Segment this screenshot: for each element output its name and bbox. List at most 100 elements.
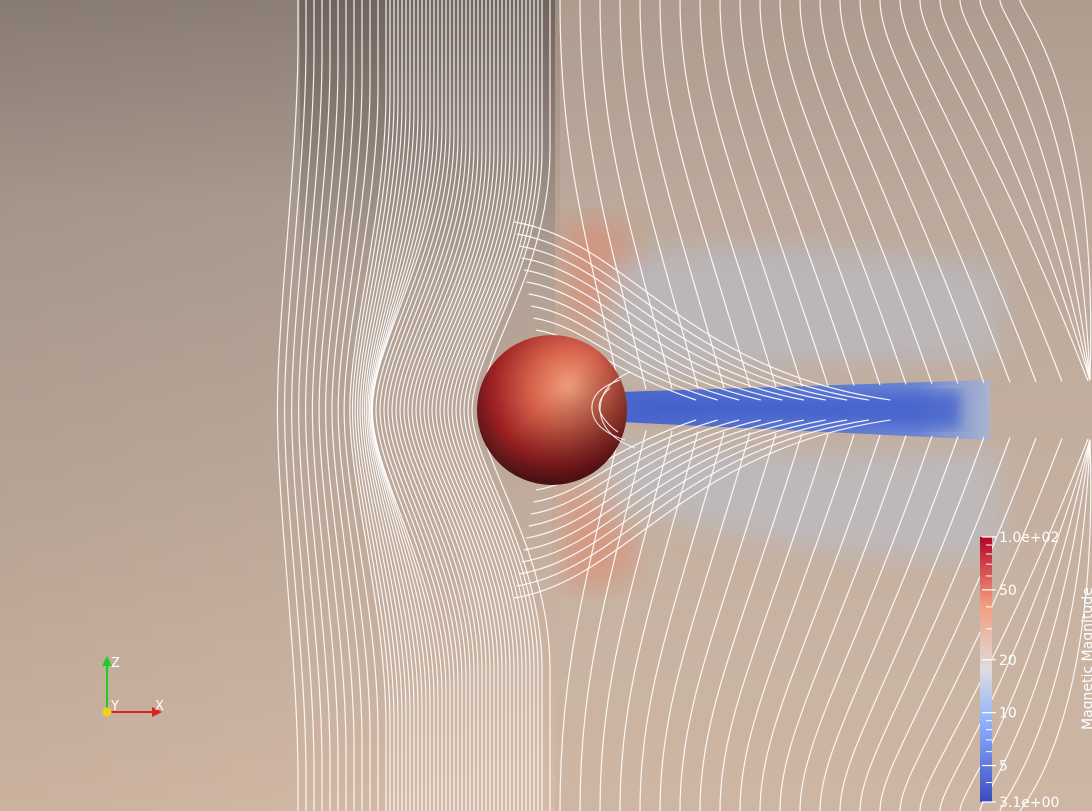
streamline-downstream — [779, 0, 907, 385]
scalar-bar-tick-label: 5 — [999, 759, 1008, 775]
streamline-downstream — [699, 0, 803, 387]
streamline-upstream — [387, 0, 459, 811]
streamline-downstream — [839, 436, 985, 811]
scalar-bar[interactable]: 1.0e+02 50 20 10 5 3.1e+00 Magnetic Magnitude — [980, 530, 1092, 811]
streamline-upstream — [407, 0, 479, 811]
streamline-draped — [528, 419, 761, 527]
streamline-downstream — [719, 433, 829, 811]
streamline-upstream — [451, 0, 523, 811]
streamline-draped — [521, 257, 826, 401]
streamline-upstream — [337, 0, 371, 811]
streamline-downstream — [819, 436, 959, 811]
streamline-downstream — [699, 433, 803, 811]
streamline-upstream — [331, 0, 363, 811]
streamline-downstream — [579, 0, 647, 390]
streamline-draped — [523, 269, 805, 401]
scalar-bar-tick-label: 10 — [999, 706, 1017, 722]
streamline-downstream — [919, 438, 1089, 811]
scalar-bar-tick-label: 50 — [999, 583, 1017, 599]
streamline-downstream — [679, 0, 777, 388]
streamline-downstream — [739, 0, 855, 386]
streamline-downstream — [979, 0, 1091, 380]
streamline-upstream — [383, 0, 455, 811]
streamline-downstream — [919, 0, 1089, 382]
streamline-upstream — [435, 0, 507, 811]
x-axis-arrow — [152, 707, 162, 717]
scalar-bar-tick-label: 3.1e+00 — [999, 795, 1059, 811]
streamline-draped — [531, 305, 740, 401]
streamline-draped — [533, 317, 718, 401]
streamline-downstream — [899, 438, 1063, 811]
scalar-bar-tick-label: 1.0e+02 — [999, 530, 1059, 546]
streamline-upstream — [403, 0, 475, 811]
streamline-draped — [526, 281, 783, 401]
streamline-upstream — [343, 0, 379, 811]
streamline-upstream — [427, 0, 499, 811]
streamline-downstream — [899, 0, 1063, 382]
streamline-upstream — [351, 0, 391, 811]
streamline-upstream — [395, 0, 467, 811]
streamline-upstream — [361, 0, 407, 811]
streamline-upstream — [399, 0, 471, 811]
streamline-upstream — [357, 0, 399, 811]
x-axis-label: X — [155, 699, 164, 714]
streamline-upstream — [367, 0, 419, 811]
streamline-draped — [516, 233, 869, 401]
streamline-upstream — [423, 0, 495, 811]
streamline-downstream — [859, 437, 1011, 811]
scalar-bar-tick-label: 20 — [999, 653, 1017, 669]
streamline-downstream — [939, 0, 1091, 381]
streamline-downstream — [799, 0, 933, 385]
streamline-downstream — [1019, 0, 1092, 379]
sphere-streamline-overlay — [591, 371, 636, 449]
streamline-downstream — [839, 0, 985, 384]
scalar-bar-ticks: 1.0e+02 50 20 10 5 3.1e+00 — [982, 530, 1059, 811]
scalar-bar-gradient — [980, 537, 992, 802]
streamline-upstream — [365, 0, 415, 811]
streamline-downstream — [639, 431, 725, 811]
streamline-upstream — [304, 0, 331, 811]
streamline-downstream — [959, 439, 1091, 811]
streamline-upstream — [419, 0, 491, 811]
streamline-upstream — [431, 0, 503, 811]
streamline-upstream — [379, 0, 451, 811]
y-axis-dot — [102, 707, 112, 717]
streamline-downstream — [1019, 441, 1092, 811]
streamline-upstream — [375, 0, 447, 811]
streamline-upstream — [463, 0, 535, 811]
streamline-draped — [514, 419, 891, 599]
streamline-downstream — [559, 429, 621, 811]
streamline-downstream — [679, 432, 777, 811]
streamline-downstream — [619, 431, 699, 811]
streamline-upstream — [311, 0, 339, 811]
streamline-upstream — [283, 0, 307, 811]
streamline-draped — [531, 419, 740, 515]
streamline-downstream — [999, 0, 1091, 380]
streamline-draped — [519, 245, 848, 401]
streamline-downstream — [759, 434, 881, 811]
streamline-downstream — [719, 0, 829, 387]
streamline-draped — [519, 419, 848, 575]
streamline-upstream — [368, 0, 423, 811]
streamline-downstream — [879, 437, 1037, 811]
streamline-upstream — [415, 0, 487, 811]
streamline-downstream — [759, 0, 881, 386]
planet-sphere — [477, 335, 627, 485]
streamline-upstream — [325, 0, 355, 811]
streamline-downstream — [639, 0, 725, 389]
streamline-downstream — [659, 0, 751, 388]
streamline-draped — [516, 419, 869, 587]
streamline-draped — [523, 419, 805, 551]
z-axis-label: Z — [111, 656, 120, 671]
streamline-upstream — [354, 0, 395, 811]
streamline-upstream — [318, 0, 347, 811]
streamline-upstream — [391, 0, 463, 811]
streamline-upstream — [359, 0, 403, 811]
y-axis-label: Y — [110, 699, 119, 714]
streamline-upstream — [443, 0, 515, 811]
streamline-downstream — [959, 0, 1091, 381]
streamlines — [276, 0, 1092, 811]
streamline-upstream — [467, 0, 539, 811]
